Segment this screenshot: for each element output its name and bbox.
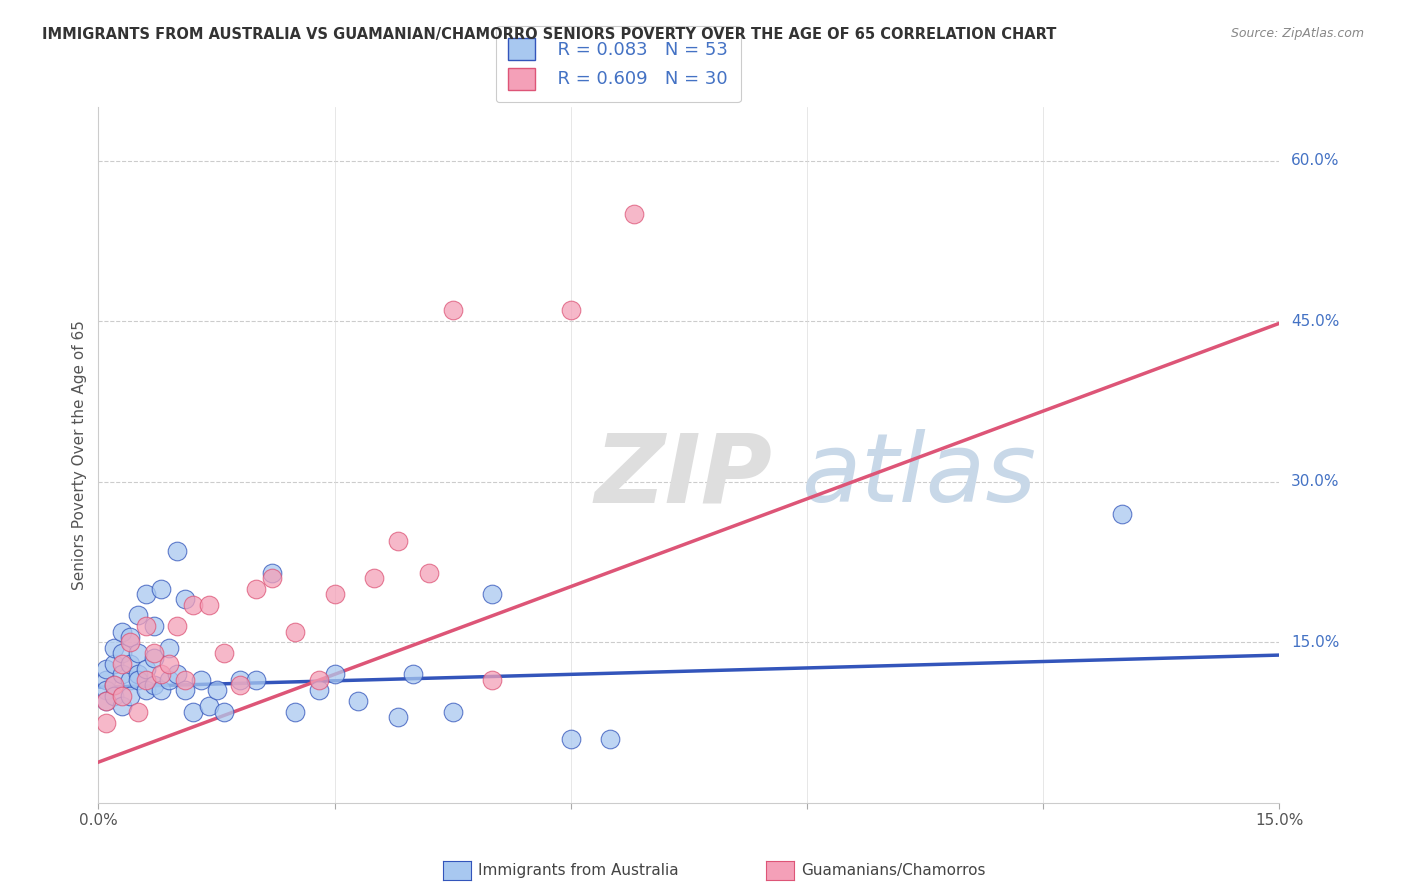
Point [245,582,267,596]
Point [174,683,197,698]
Text: atlas: atlas [801,429,1036,523]
Point [103,678,125,692]
Point [174,673,197,687]
Point [111,699,134,714]
Point [418,566,440,580]
Point [560,731,582,746]
Point [135,673,157,687]
Point [127,667,149,681]
Point [260,571,283,585]
Point [197,598,219,612]
Point [111,667,134,681]
Point [103,678,125,692]
Point [127,673,149,687]
Point [197,699,219,714]
Point [135,683,157,698]
Text: 60.0%: 60.0% [1291,153,1340,168]
Legend:   R = 0.083   N = 53,   R = 0.609   N = 30: R = 0.083 N = 53, R = 0.609 N = 30 [495,26,741,103]
Point [481,587,503,601]
Point [308,673,330,687]
Point [166,544,188,558]
Point [347,694,370,708]
Text: Source: ZipAtlas.com: Source: ZipAtlas.com [1230,27,1364,40]
Point [111,657,134,671]
Point [96,694,118,708]
Point [441,303,464,318]
Point [135,619,157,633]
Point [205,683,228,698]
Point [599,731,621,746]
Point [96,694,118,708]
Point [135,662,157,676]
Point [118,673,141,687]
Point [96,715,118,730]
Y-axis label: Seniors Poverty Over the Age of 65: Seniors Poverty Over the Age of 65 [72,320,87,590]
Point [96,662,118,676]
Text: ZIP: ZIP [595,429,772,523]
Point [103,689,125,703]
Point [142,646,165,660]
Point [284,624,307,639]
Point [118,635,141,649]
Point [142,651,165,665]
Point [323,587,346,601]
Point [181,705,204,719]
Text: 30.0%: 30.0% [1291,475,1340,489]
Point [103,657,125,671]
Point [560,303,582,318]
Point [150,667,173,681]
Text: IMMIGRANTS FROM AUSTRALIA VS GUAMANIAN/CHAMORRO SENIORS POVERTY OVER THE AGE OF : IMMIGRANTS FROM AUSTRALIA VS GUAMANIAN/C… [42,27,1056,42]
Point [96,673,118,687]
Point [245,673,267,687]
Point [111,689,134,703]
Point [135,587,157,601]
Point [111,646,134,660]
Point [481,673,503,687]
Point [214,646,236,660]
Point [181,598,204,612]
Point [387,533,409,548]
Point [150,683,173,698]
Point [1111,507,1133,521]
Point [118,657,141,671]
Point [166,619,188,633]
Point [229,673,252,687]
Point [157,657,180,671]
Point [142,619,165,633]
Point [103,640,125,655]
Point [174,592,197,607]
Point [441,705,464,719]
Point [96,683,118,698]
Point [118,630,141,644]
Text: 15.0%: 15.0% [1291,635,1340,649]
Text: Guamanians/Chamorros: Guamanians/Chamorros [801,863,986,878]
Point [323,667,346,681]
Point [118,689,141,703]
Point [260,566,283,580]
Point [387,710,409,724]
Point [142,678,165,692]
Text: 45.0%: 45.0% [1291,314,1340,328]
Point [166,667,188,681]
Point [190,673,212,687]
Point [363,571,385,585]
Point [308,683,330,698]
Point [157,640,180,655]
Point [127,646,149,660]
Text: Immigrants from Australia: Immigrants from Australia [478,863,679,878]
Point [214,705,236,719]
Point [150,582,173,596]
Point [111,624,134,639]
Point [127,608,149,623]
Point [284,705,307,719]
Point [157,673,180,687]
Point [127,705,149,719]
Point [402,667,425,681]
Point [623,207,645,221]
Point [229,678,252,692]
